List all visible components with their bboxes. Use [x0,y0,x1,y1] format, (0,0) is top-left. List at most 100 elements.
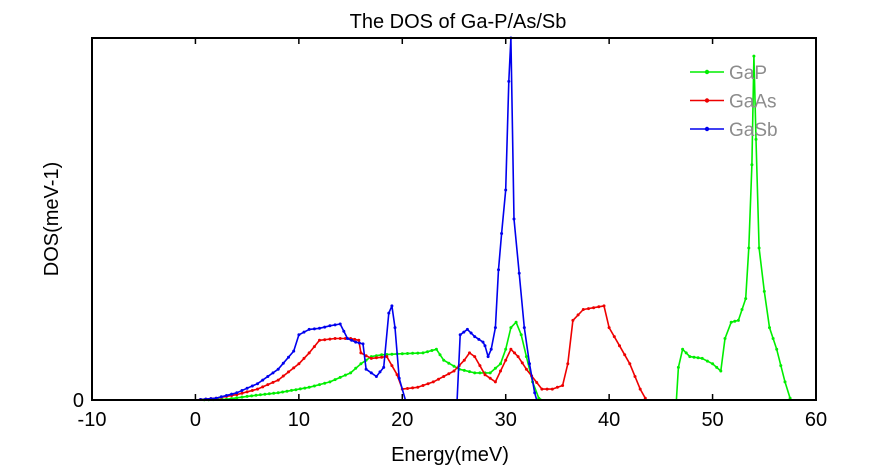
data-point-GaSb [393,326,397,330]
data-point-GaAs [597,305,601,309]
data-point-GaP [779,364,783,368]
data-point-GaP [442,358,446,362]
data-point-GaAs [612,335,616,339]
x-tick-label: 30 [495,409,517,431]
data-point-GaP [733,319,737,323]
data-point-GaAs [364,354,368,358]
data-point-GaP [430,349,434,352]
data-point-GaP [416,351,420,355]
data-point-GaP [478,371,482,375]
data-point-GaSb [307,327,311,331]
data-point-GaSb [287,355,290,359]
legend-label: GaAs [729,92,777,113]
data-point-GaAs [353,337,357,341]
data-point-GaSb [507,79,511,83]
data-point-GaAs [592,306,596,310]
data-point-GaP [715,365,719,369]
data-point-GaAs [323,338,327,342]
data-point-GaSb [486,355,490,359]
data-point-GaAs [437,377,440,381]
data-point-GaP [788,396,792,400]
data-point-GaAs [307,351,311,355]
data-point-GaAs [333,337,337,340]
data-point-GaAs [390,364,394,368]
legend-marker [704,69,710,75]
data-point-GaSb [469,331,473,335]
data-point-GaP [354,366,358,370]
data-point-GaAs [338,337,342,340]
data-point-GaAs [493,380,497,384]
data-point-GaP [754,137,758,141]
data-point-GaAs [535,381,539,384]
data-point-GaSb [481,340,485,344]
data-point-GaP [768,326,771,330]
data-point-GaP [250,394,254,398]
data-point-GaSb [369,371,373,375]
data-point-GaAs [576,313,580,317]
data-point-GaAs [385,355,389,359]
data-point-GaP [328,380,332,384]
data-point-GaAs [276,378,280,382]
data-point-GaAs [369,356,373,360]
data-point-GaP [406,352,409,355]
data-point-GaP [385,353,389,356]
data-point-GaSb [235,391,239,395]
data-point-GaSb [512,217,516,221]
data-point-GaAs [261,385,265,389]
data-point-GaP [298,387,302,391]
data-point-GaP [438,353,442,357]
data-point-GaP [434,347,438,351]
data-point-GaP [744,297,748,301]
data-point-GaP [462,368,466,372]
data-point-GaSb [271,371,275,375]
data-point-GaAs [302,356,306,360]
data-point-GaAs [602,304,606,308]
data-point-GaP [240,395,244,399]
series-layer [195,36,792,402]
data-point-GaAs [545,387,549,391]
data-point-GaAs [571,318,575,322]
ticks-layer: -10 0 10 20 30 40 50 600 [73,38,827,431]
data-point-GaAs [462,358,466,362]
data-point-GaP [452,364,456,368]
data-point-GaP [338,375,342,379]
data-point-GaAs [623,353,627,357]
data-point-GaP [400,352,404,356]
data-point-GaSb [458,333,462,337]
data-point-GaSb [522,326,526,330]
data-point-GaP [762,289,766,293]
data-point-GaSb [477,337,481,341]
data-point-GaAs [504,358,508,362]
data-point-GaAs [478,364,482,368]
data-point-GaP [303,386,307,390]
data-point-GaAs [607,326,611,330]
data-point-GaP [493,366,497,370]
x-tick-label: 10 [288,409,310,431]
data-point-GaAs [520,361,524,365]
legend-label: GaP [729,63,767,84]
x-tick-label: 20 [391,409,413,431]
data-point-GaAs [638,387,642,391]
data-point-GaAs [281,374,285,378]
data-point-GaP [318,383,321,387]
data-point-GaSb [483,344,487,348]
data-point-GaSb [364,367,368,371]
data-point-GaAs [540,387,544,391]
x-tick-label: 40 [598,409,620,431]
data-point-GaAs [513,351,516,355]
data-point-GaAs [524,367,528,371]
data-point-GaAs [468,351,471,355]
data-point-GaSb [245,386,249,390]
data-point-GaP [775,347,779,351]
data-point-GaP [447,361,451,365]
data-point-GaP [359,362,363,366]
data-point-GaSb [497,268,500,272]
data-point-GaAs [240,391,244,395]
data-point-GaP [783,380,787,384]
y-tick-label: 0 [73,390,84,412]
data-point-GaSb [328,324,332,328]
data-point-GaP [276,391,280,395]
data-point-GaSb [390,304,394,308]
data-point-GaAs [292,366,296,370]
